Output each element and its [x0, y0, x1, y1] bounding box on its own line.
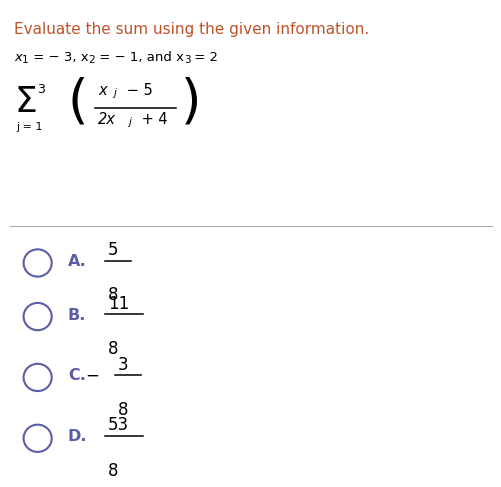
- Text: j: j: [113, 88, 116, 98]
- Text: 3: 3: [183, 55, 190, 65]
- Text: 8: 8: [108, 286, 118, 304]
- Text: −: −: [85, 367, 99, 385]
- Text: ): ): [180, 76, 201, 129]
- Text: 5: 5: [108, 241, 118, 259]
- Text: = 2: = 2: [190, 51, 218, 64]
- Text: A.: A.: [68, 254, 86, 269]
- Text: Σ: Σ: [14, 85, 37, 119]
- Text: 8: 8: [108, 462, 118, 480]
- Text: (: (: [68, 76, 88, 129]
- Text: 8: 8: [108, 340, 118, 358]
- Text: j: j: [128, 117, 131, 127]
- Text: C.: C.: [68, 369, 86, 383]
- Text: 3: 3: [118, 356, 128, 374]
- Text: B.: B.: [68, 308, 86, 322]
- Text: 8: 8: [118, 401, 128, 419]
- Text: 2: 2: [88, 55, 95, 65]
- Text: 11: 11: [108, 295, 129, 313]
- Text: − 5: − 5: [122, 83, 152, 98]
- Text: Evaluate the sum using the given information.: Evaluate the sum using the given informa…: [14, 22, 369, 37]
- Text: x: x: [14, 51, 22, 64]
- Text: 2x: 2x: [98, 112, 116, 127]
- Text: = − 1, and x: = − 1, and x: [95, 51, 183, 64]
- Text: = − 3, x: = − 3, x: [29, 51, 88, 64]
- Text: j = 1: j = 1: [17, 122, 43, 132]
- Text: + 4: + 4: [137, 112, 167, 127]
- Text: 1: 1: [22, 55, 29, 65]
- Text: x: x: [98, 83, 106, 98]
- Text: 53: 53: [108, 416, 129, 434]
- Text: D.: D.: [68, 430, 87, 444]
- Text: 3: 3: [37, 83, 45, 96]
